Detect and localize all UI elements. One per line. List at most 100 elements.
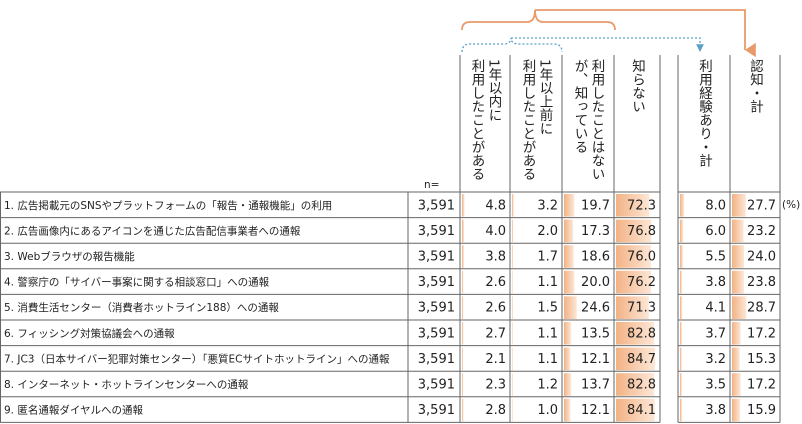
row-label: 6. フィッシング対策協議会への通報 xyxy=(4,327,175,340)
bar xyxy=(512,373,513,396)
column-header: 利用経験あり・計 xyxy=(696,59,713,168)
bar xyxy=(732,194,746,217)
bar xyxy=(732,347,740,371)
cell-value: 2.8 xyxy=(485,403,506,418)
bar xyxy=(732,296,747,319)
cell-value: 6.0 xyxy=(705,224,726,239)
bar xyxy=(732,398,740,422)
bar xyxy=(512,194,514,217)
cell-value: 1.5 xyxy=(537,301,558,316)
cell-value: 28.7 xyxy=(747,301,776,316)
cell-value: 82.8 xyxy=(627,378,656,393)
bar xyxy=(616,347,655,371)
cell-value: 2.7 xyxy=(485,326,506,341)
cell-value: 76.0 xyxy=(627,250,656,265)
bar xyxy=(462,398,464,422)
cell-value: 1.0 xyxy=(537,403,558,418)
row-label: 9. 匿名通報ダイヤルへの通報 xyxy=(4,404,144,417)
bar xyxy=(616,245,651,268)
cell-value: 4.0 xyxy=(485,224,506,239)
bar xyxy=(680,270,682,294)
sample-size: 3,591 xyxy=(418,326,455,341)
cell-value: 19.7 xyxy=(581,198,610,213)
cell-value: 13.5 xyxy=(581,326,610,341)
cell-value: 24.0 xyxy=(747,250,776,265)
cell-value: 3.8 xyxy=(485,250,506,265)
bar xyxy=(512,296,513,319)
bar xyxy=(462,296,464,319)
bar xyxy=(680,219,684,243)
n-label: n= xyxy=(424,179,439,191)
unit-label: (%) xyxy=(782,199,800,211)
bar xyxy=(462,322,464,345)
row-label: 2. 広告画像内にあるアイコンを通じた広告配信事業者への通報 xyxy=(4,224,301,237)
column-header: 利用したことがある xyxy=(469,59,486,181)
sample-size: 3,591 xyxy=(418,301,455,316)
cell-value: 3.5 xyxy=(705,378,726,393)
cell-value: 1.1 xyxy=(537,352,558,367)
column-header: が、知っている xyxy=(572,59,589,154)
cell-value: 13.7 xyxy=(581,378,610,393)
cell-value: 17.2 xyxy=(747,378,776,393)
cell-value: 2.3 xyxy=(485,378,506,393)
bar xyxy=(680,347,682,371)
bar xyxy=(512,270,513,294)
sample-size: 3,591 xyxy=(418,198,455,213)
column-header: 1年以内に xyxy=(486,59,503,122)
bar xyxy=(512,219,514,243)
arrow xyxy=(535,9,756,58)
bar xyxy=(564,398,571,422)
column-header: 利用したことはない xyxy=(589,59,606,181)
bar xyxy=(616,270,652,294)
cell-value: 12.1 xyxy=(581,352,610,367)
bar xyxy=(462,194,465,217)
row-label: 5. 消費生活センター（消費者ホットライン188）への通報 xyxy=(4,301,279,314)
bar xyxy=(564,270,575,294)
sample-size: 3,591 xyxy=(418,352,455,367)
cell-value: 12.1 xyxy=(581,403,610,418)
bar xyxy=(680,245,683,268)
row-label: 7. JC3（日本サイバー犯罪対策センター）「悪質ECサイトホットライン」への通… xyxy=(4,352,390,365)
cell-value: 1.2 xyxy=(537,378,558,393)
cell-value: 5.5 xyxy=(705,250,726,265)
bar xyxy=(616,296,649,319)
bar xyxy=(616,373,655,396)
bar xyxy=(564,347,571,371)
cell-value: 76.8 xyxy=(627,224,656,239)
cell-value: 20.0 xyxy=(581,275,610,290)
bar xyxy=(732,322,741,345)
cell-value: 84.1 xyxy=(627,403,656,418)
cell-value: 4.8 xyxy=(485,198,506,213)
cell-value: 3.2 xyxy=(705,352,726,367)
bar xyxy=(732,219,744,243)
cell-value: 3.8 xyxy=(705,403,726,418)
cell-value: 8.0 xyxy=(705,198,726,213)
bar xyxy=(680,296,683,319)
bar xyxy=(462,347,464,371)
cell-value: 18.6 xyxy=(581,250,610,265)
cell-value: 2.0 xyxy=(537,224,558,239)
sample-size: 3,591 xyxy=(418,224,455,239)
cell-value: 72.3 xyxy=(627,198,656,213)
cell-value: 23.2 xyxy=(747,224,776,239)
sample-size: 3,591 xyxy=(418,378,455,393)
bar xyxy=(732,373,741,396)
cell-value: 71.3 xyxy=(627,301,656,316)
bar xyxy=(616,219,652,243)
sample-size: 3,591 xyxy=(418,250,455,265)
bar xyxy=(512,398,513,422)
cell-value: 1.1 xyxy=(537,326,558,341)
bar xyxy=(564,296,577,319)
cell-value: 27.7 xyxy=(747,198,776,213)
cell-value: 15.3 xyxy=(747,352,776,367)
arrow xyxy=(511,37,704,52)
sample-size: 3,591 xyxy=(418,403,455,418)
bar xyxy=(462,270,464,294)
bar xyxy=(512,245,513,268)
cell-value: 84.7 xyxy=(627,352,656,367)
cell-value: 17.2 xyxy=(747,326,776,341)
cell-value: 3.2 xyxy=(537,198,558,213)
bracket xyxy=(461,9,616,31)
bar xyxy=(512,322,513,345)
